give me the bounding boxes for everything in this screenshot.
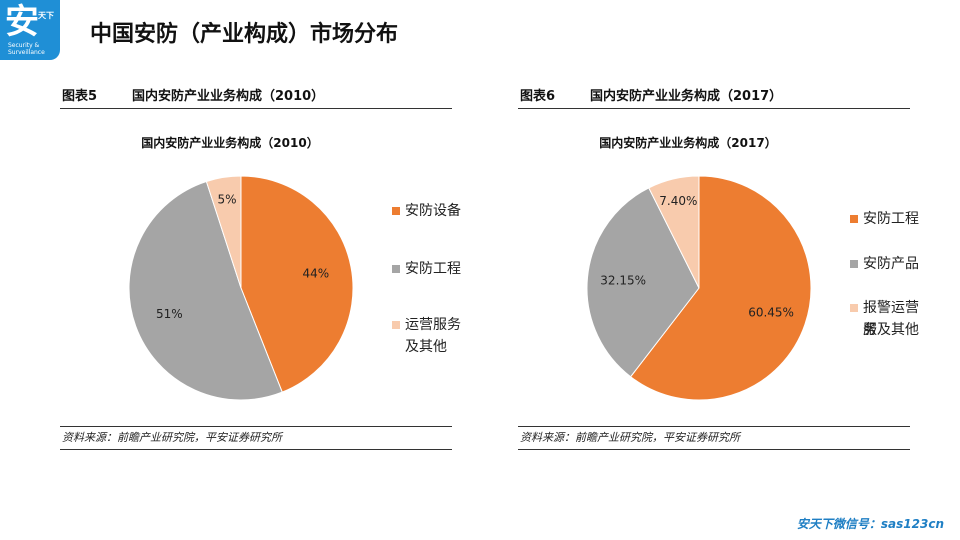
pie-data-label: 5% [217,193,236,207]
chart-title: 国内安防产业业务构成（2017） [599,136,777,150]
chart-panel-2017: 图表6 国内安防产业业务构成（2017） 国内安防产业业务构成（2017） 60… [518,86,919,450]
pie-data-label: 44% [302,267,329,281]
legend-label: 安防产品 [863,256,919,272]
pie-slice [586,187,700,378]
legend-label: 安防工程 [863,211,919,227]
legend-swatch [392,265,400,273]
logo-glyph: 安 [5,2,39,42]
page-title: 中国安防（产业构成）市场分布 [90,22,399,47]
pie-data-label: 51% [156,307,183,321]
legend-swatch [850,215,858,223]
pie-chart-2010: 44% 51% 5% [128,175,354,401]
legend-swatch [392,321,400,329]
pie-slice [205,175,242,289]
source-text: 资料来源：前瞻产业研究院，平安证券研究所 [520,431,740,444]
logo-english-text: Security & Surveillance [8,42,45,56]
pie-data-label: 32.15% [600,274,646,288]
source-note: 资料来源：前瞻产业研究院，平安证券研究所 [518,426,910,450]
legend-label: 运营服务 [405,317,461,333]
pie-slice [648,175,700,289]
source-note: 资料来源：前瞻产业研究院，平安证券研究所 [60,426,452,450]
legend-label: 报警运营服 [863,300,919,338]
pie-slice [240,175,354,393]
logo-subtext: 天下 [38,11,54,20]
legend-swatch [850,260,858,268]
pie-slice [629,175,812,401]
panel-header: 图表6 国内安防产业业务构成（2017） [518,86,910,109]
legend-label: 安防设备 [405,203,461,219]
pie-data-label: 60.45% [748,306,794,320]
legend-label: 务及其他 [863,322,919,338]
panel-header: 图表5 国内安防产业业务构成（2010） [60,86,452,109]
chart-title: 国内安防产业业务构成（2010） [141,136,319,150]
pie-data-label: 7.40% [659,194,697,208]
figure-caption: 国内安防产业业务构成（2010） [132,89,325,104]
figure-caption: 国内安防产业业务构成（2017） [590,89,783,104]
legend-swatch [392,207,400,215]
pie-chart-2017: 60.45% 32.15% 7.40% [586,175,812,401]
figure-number: 图表5 [62,89,98,104]
source-text: 资料来源：前瞻产业研究院，平安证券研究所 [62,431,282,444]
footer-wechat-id: 安天下微信号：sas123cn [796,517,944,531]
brand-logo: 安 天下 Security & Surveillance [0,0,60,60]
pie-slice [128,180,283,401]
figure-number: 图表6 [520,89,556,104]
legend-swatch [850,304,858,312]
legend-label: 及其他 [405,339,447,355]
legend-label: 安防工程 [405,261,461,277]
chart-panel-2010: 图表5 国内安防产业业务构成（2010） 国内安防产业业务构成（2010） 44… [60,86,461,450]
